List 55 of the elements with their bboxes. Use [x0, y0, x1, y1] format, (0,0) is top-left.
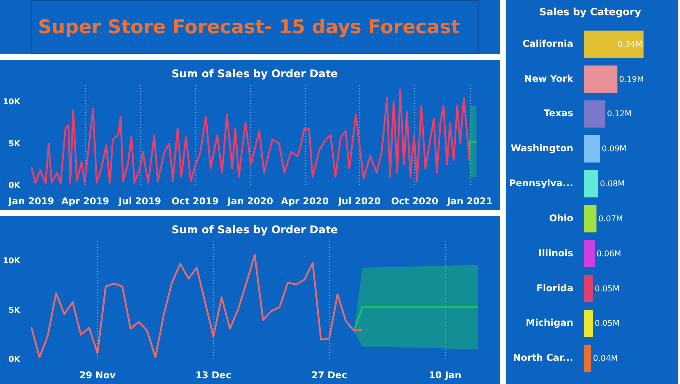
x-tick-label: Apr 2020	[281, 196, 330, 208]
data-label: 0.19M	[619, 74, 644, 84]
y-tick-label: North Car...	[513, 353, 574, 364]
x-tick-label: Jan 2020	[226, 196, 274, 208]
text: Super Store Forecast- 15 days Forecast	[38, 16, 460, 38]
data-label: 0.05M	[595, 284, 620, 294]
bar	[584, 240, 595, 268]
x-tick-label: Oct 2020	[391, 196, 439, 208]
chart-title: Sum of Sales by Order Date	[172, 68, 338, 80]
x-tick-label: Jan 2021	[446, 196, 493, 208]
bar	[584, 136, 600, 163]
x-tick-label: 27 Dec	[312, 370, 348, 382]
y-tick-label: 5K	[8, 139, 22, 148]
x-tick-label: 10 Jan	[429, 370, 462, 382]
y-tick-label: Ohio	[549, 213, 574, 224]
bar	[584, 344, 592, 372]
bar	[584, 205, 597, 233]
bar	[584, 30, 644, 58]
data-label: 0.34M	[618, 40, 643, 49]
x-tick-label: Apr 2019	[62, 196, 110, 208]
x-tick-label: 13 Dec	[196, 370, 232, 382]
data-label: 0.08M	[600, 180, 626, 189]
x-tick-label: 29 Nov	[79, 370, 116, 382]
y-tick-label: California	[522, 38, 574, 50]
bar	[584, 310, 594, 338]
data-label: 0.12M	[607, 110, 632, 119]
data-label: 0.06M	[596, 249, 622, 258]
bar	[584, 100, 606, 128]
line-series	[32, 88, 470, 185]
y-tick-label: 0K	[8, 181, 22, 190]
y-tick-label: Pennsylva...	[509, 178, 574, 190]
data-label: 0.04M	[593, 354, 618, 364]
x-tick-label: Oct 2019	[172, 196, 219, 208]
line-series	[32, 254, 364, 358]
x-tick-label: Jul 2020	[337, 196, 382, 208]
bar	[584, 275, 594, 302]
data-label: 0.05M	[595, 319, 620, 328]
data-label: 0.09M	[602, 144, 627, 154]
chart-title: Sales by Category	[540, 8, 642, 18]
bar	[584, 170, 598, 198]
chart-title: Sum of Sales by Order Date	[172, 224, 338, 236]
y-tick-label: Florida	[536, 283, 574, 294]
y-tick-label: Illinois	[538, 248, 574, 260]
x-tick-label: Jan 2019	[8, 196, 54, 208]
y-tick-label: 5K	[8, 306, 22, 315]
x-tick-label: Jul 2019	[118, 196, 162, 208]
y-tick-label: Texas	[544, 108, 574, 120]
y-tick-label: 0K	[8, 355, 22, 364]
y-tick-label: Washington	[511, 144, 574, 155]
y-tick-label: 10K	[3, 98, 22, 107]
data-label: 0.07M	[598, 214, 624, 224]
y-tick-label: 10K	[3, 256, 22, 266]
y-tick-label: Michigan	[526, 318, 574, 330]
y-tick-label: New York	[524, 74, 574, 85]
bar	[584, 66, 618, 93]
